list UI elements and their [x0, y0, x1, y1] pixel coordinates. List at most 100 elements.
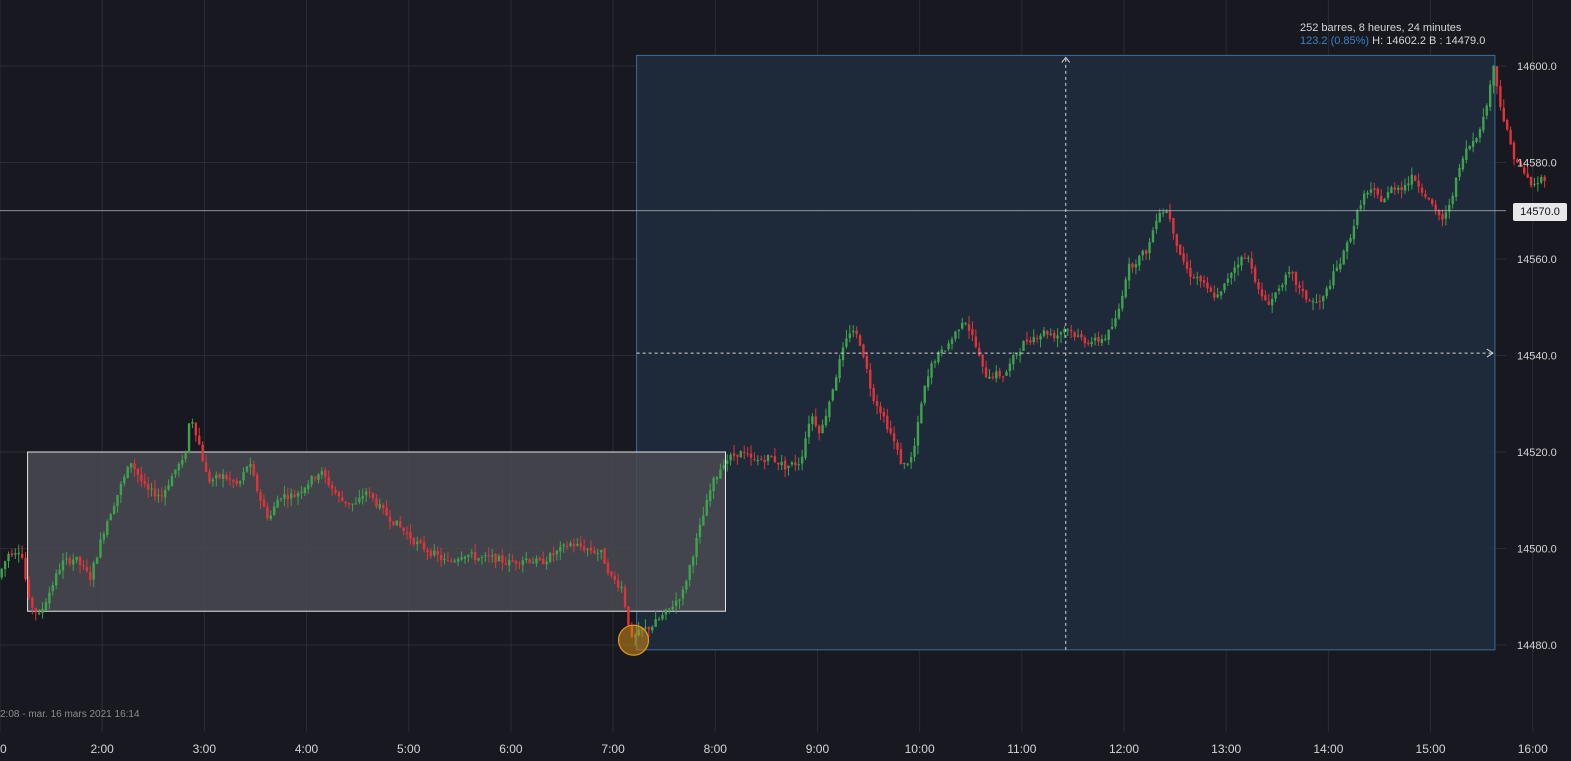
candle-body	[1253, 267, 1257, 282]
candle-body	[531, 562, 535, 564]
candle-body	[1488, 84, 1492, 108]
candle-body	[589, 547, 593, 551]
price-axis[interactable]: 14600.0 14580.0 14560.0 14540.0 14520.0 14500…	[1517, 61, 1557, 652]
candle-body	[82, 565, 85, 567]
candle-body	[858, 335, 862, 346]
candle-body	[129, 463, 133, 468]
candle-body	[715, 477, 719, 480]
candle-body	[1482, 116, 1485, 131]
candle-body	[443, 558, 446, 560]
candle-body	[1206, 282, 1209, 289]
candle-body	[831, 389, 834, 401]
candle-body	[1318, 300, 1322, 302]
candle-body	[882, 411, 886, 417]
candle-body	[756, 459, 760, 461]
candle-body	[327, 477, 330, 486]
time-axis[interactable]: 00 2:00 3:00 4:00 5:00 6:00 7:00 8:00 9:00 10:00 1…	[0, 742, 1548, 756]
candle-body	[409, 532, 412, 539]
candle-body	[1080, 334, 1083, 338]
candle-body	[617, 580, 620, 588]
candle-body	[1277, 288, 1281, 291]
candle-body	[405, 532, 409, 534]
candle-body	[34, 608, 37, 613]
candle-body	[1161, 212, 1165, 214]
candle-body	[341, 497, 344, 502]
candle-body	[55, 573, 58, 586]
candle-body	[1540, 177, 1543, 183]
candle-body	[1250, 258, 1253, 269]
candle-body	[528, 559, 531, 563]
time-tick-label: 14:00	[1313, 742, 1343, 756]
candle-body	[599, 549, 603, 553]
candle-body	[170, 475, 174, 487]
time-tick-label: 7:00	[601, 742, 625, 756]
candle-body	[695, 537, 698, 558]
candle-body	[664, 609, 668, 615]
candle-body	[354, 503, 358, 505]
candle-body	[1035, 338, 1039, 340]
candle-body	[429, 550, 433, 557]
candle-body	[262, 499, 266, 507]
candle-body	[140, 474, 143, 481]
candle-body	[1076, 335, 1080, 337]
candle-body	[797, 464, 800, 466]
candle-body	[337, 492, 341, 497]
candle-body	[215, 474, 218, 479]
candle-body	[654, 619, 657, 627]
candle-body	[926, 376, 930, 388]
candle-body	[456, 559, 460, 562]
candle-body	[1444, 212, 1448, 219]
candle-body	[320, 471, 324, 475]
candle-body	[1523, 167, 1526, 174]
candle-body	[99, 539, 102, 558]
candle-body	[906, 463, 909, 465]
candle-body	[845, 338, 848, 347]
candle-body	[463, 556, 467, 559]
candle-body	[746, 453, 749, 455]
candle-body	[433, 550, 436, 556]
candle-body	[1468, 145, 1471, 150]
candle-body	[579, 542, 582, 547]
candle-body	[1199, 275, 1202, 282]
candle-body	[920, 403, 923, 424]
candle-body	[657, 618, 661, 620]
candle-body	[964, 323, 967, 325]
candle-body	[1475, 138, 1478, 143]
candle-body	[1451, 195, 1454, 205]
candle-body	[705, 499, 708, 516]
candle-body	[726, 460, 729, 464]
candle-body	[1148, 242, 1151, 254]
candle-body	[623, 587, 627, 607]
candle-body	[542, 558, 545, 565]
candle-body	[211, 479, 215, 482]
candle-body	[1376, 188, 1379, 195]
candle-body	[1144, 250, 1148, 254]
candle-body	[133, 463, 136, 470]
candle-body	[1172, 218, 1175, 234]
candle-body	[477, 558, 480, 561]
candle-body	[613, 576, 616, 580]
candle-body	[300, 491, 303, 493]
candle-body	[279, 498, 283, 500]
candle-body	[399, 521, 402, 528]
candle-body	[44, 602, 48, 610]
candle-body	[164, 490, 167, 498]
candle-body	[1240, 256, 1243, 266]
candle-body	[1260, 289, 1264, 297]
time-tick-label: 5:00	[397, 742, 421, 756]
candle-body	[1134, 264, 1138, 268]
candle-body	[777, 462, 780, 465]
candle-body	[678, 599, 681, 601]
candle-body	[375, 498, 378, 507]
candle-body	[995, 371, 998, 379]
candle-body	[334, 489, 337, 494]
candle-body	[1022, 341, 1025, 351]
measure-stats: 123.2 (0.85%) H: 14602.2 B : 14479.0	[1300, 35, 1485, 48]
range-box	[27, 451, 726, 612]
candle-body	[1410, 175, 1414, 185]
candle-body	[146, 483, 150, 490]
candle-body	[388, 516, 392, 522]
candle-body	[198, 435, 201, 445]
candle-body	[126, 466, 129, 478]
